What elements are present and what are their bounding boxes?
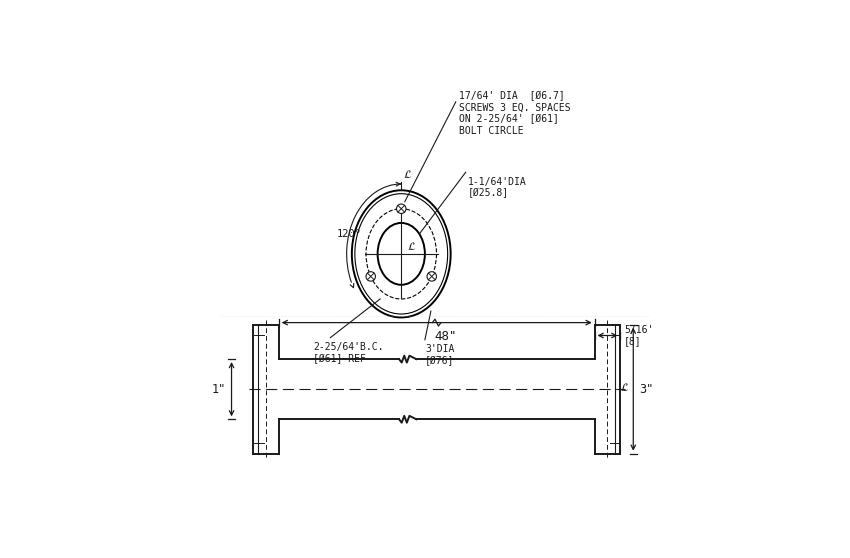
Circle shape <box>397 204 406 214</box>
Text: 120°: 120° <box>337 229 362 239</box>
Text: $\mathcal{L}$: $\mathcal{L}$ <box>620 381 630 393</box>
Text: 1-1/64'DIA
[Ø25.8]: 1-1/64'DIA [Ø25.8] <box>468 176 527 198</box>
Text: $\mathcal{L}$: $\mathcal{L}$ <box>403 169 411 180</box>
Text: 1": 1" <box>212 383 225 396</box>
Text: 5/16'
[8]: 5/16' [8] <box>624 325 653 347</box>
Text: 48": 48" <box>434 330 456 343</box>
Circle shape <box>366 272 376 281</box>
Circle shape <box>427 272 437 281</box>
Text: 2-25/64'B.C.
[Ø61] REF: 2-25/64'B.C. [Ø61] REF <box>313 342 383 364</box>
Text: 17/64' DIA  [Ø6.7]
SCREWS 3 EQ. SPACES
ON 2-25/64' [Ø61]
BOLT CIRCLE: 17/64' DIA [Ø6.7] SCREWS 3 EQ. SPACES ON… <box>459 90 571 136</box>
Text: $\mathcal{L}$: $\mathcal{L}$ <box>407 240 416 252</box>
Text: 3": 3" <box>639 383 654 396</box>
Text: 3'DIA
[Ø76]: 3'DIA [Ø76] <box>425 344 454 366</box>
